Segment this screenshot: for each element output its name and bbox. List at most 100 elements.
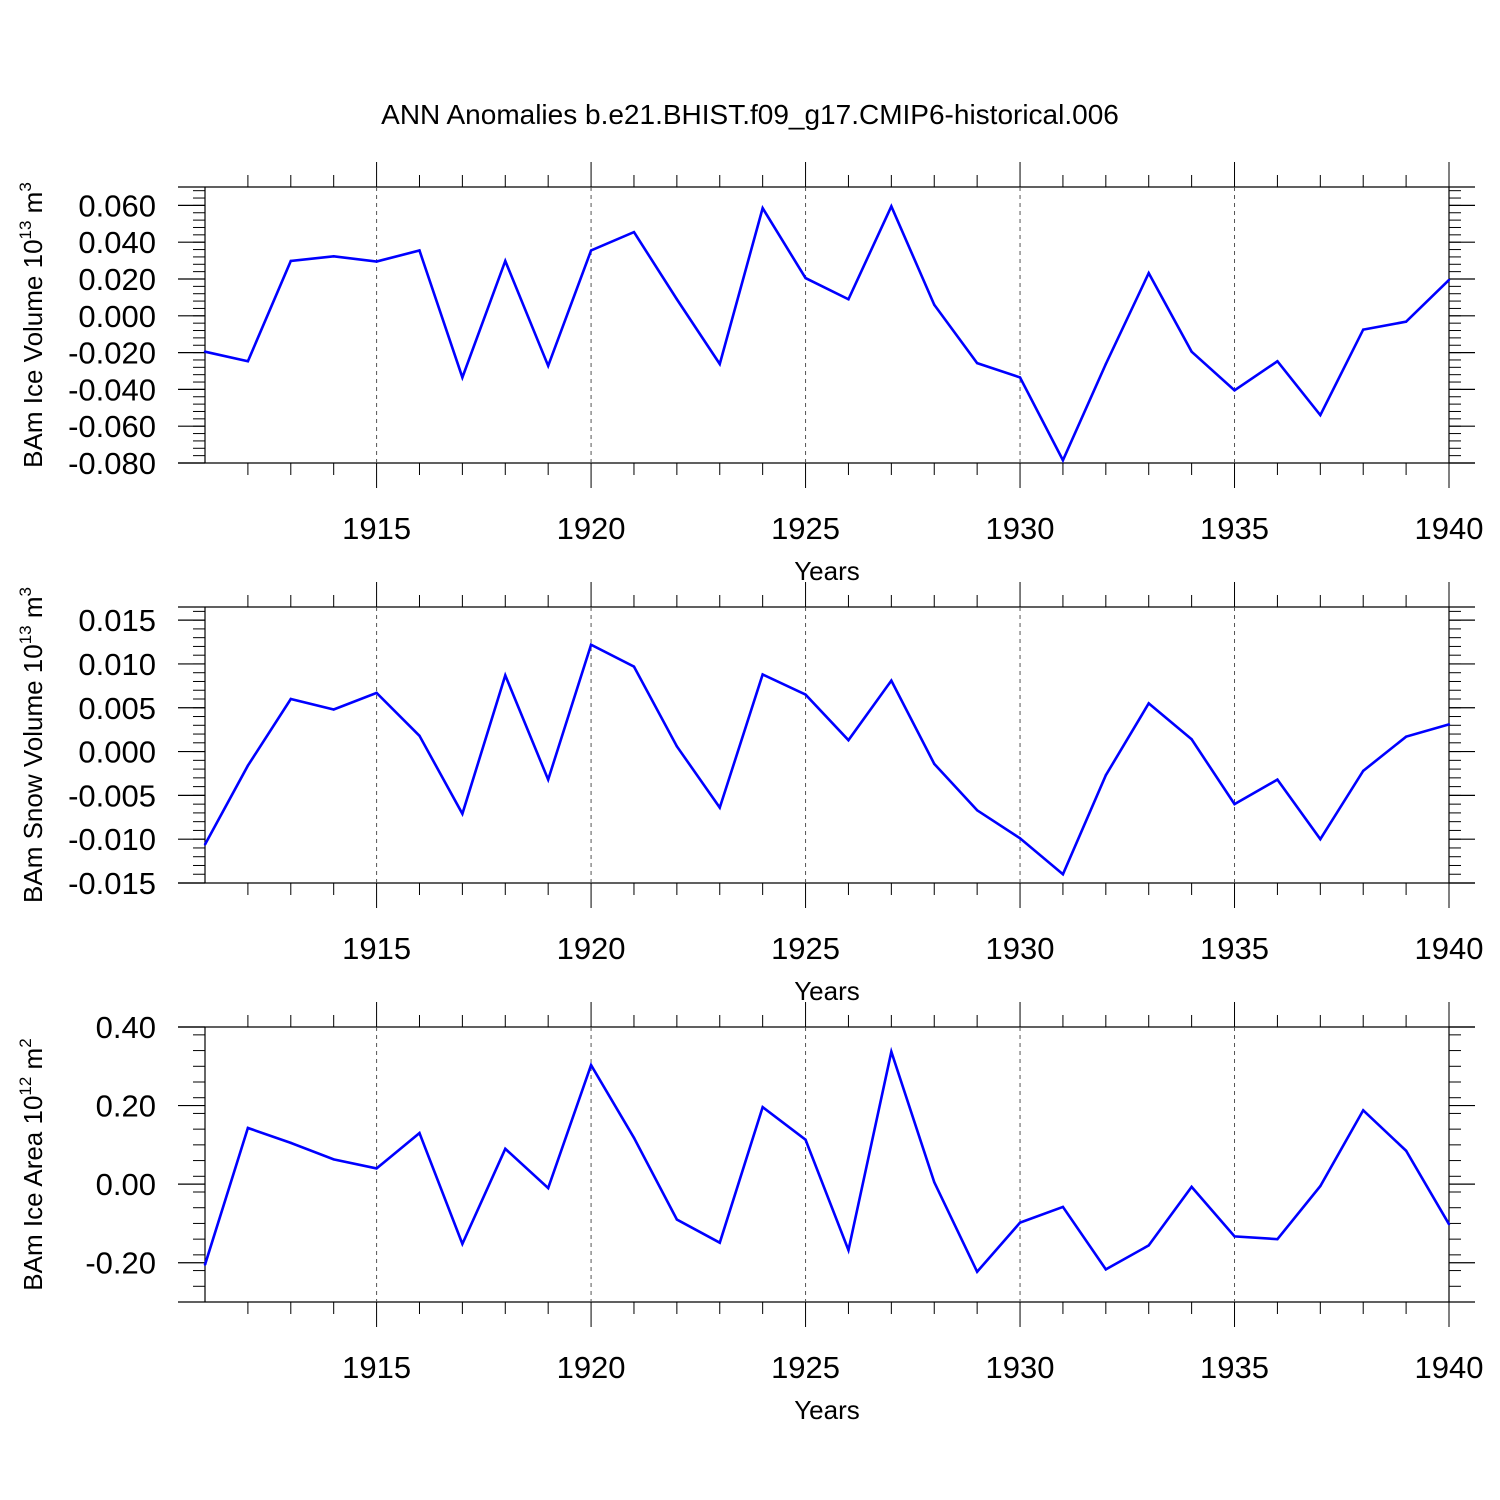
data-point xyxy=(675,1218,679,1221)
data-point xyxy=(1104,1268,1108,1271)
data-point xyxy=(761,673,764,676)
x-tick-label: 1915 xyxy=(342,1350,411,1385)
data-point xyxy=(332,255,335,258)
data-point xyxy=(933,1180,936,1184)
data-point xyxy=(1190,738,1193,741)
data-point xyxy=(975,1270,979,1273)
y-tick-label: -0.060 xyxy=(68,409,156,444)
data-point xyxy=(589,1063,593,1067)
data-point xyxy=(1362,328,1365,331)
data-point xyxy=(761,206,764,210)
data-point xyxy=(804,276,807,280)
series-line xyxy=(204,203,1450,464)
data-point xyxy=(1233,1235,1236,1238)
data-point xyxy=(1447,278,1451,282)
data-point xyxy=(675,298,679,301)
y-tick-label: -0.005 xyxy=(68,778,156,813)
data-point xyxy=(289,1141,292,1145)
series-line xyxy=(203,1046,1451,1275)
y-tick-label: 0.000 xyxy=(78,735,156,770)
data-point xyxy=(546,778,550,781)
data-point xyxy=(1233,802,1236,806)
data-point xyxy=(332,708,335,711)
data-point xyxy=(203,350,207,353)
data-point xyxy=(246,764,250,767)
data-point xyxy=(246,1126,250,1130)
data-point xyxy=(418,249,421,252)
data-point xyxy=(933,762,936,766)
data-point xyxy=(933,303,936,306)
data-point xyxy=(375,260,378,263)
data-point xyxy=(246,360,250,363)
x-tick-label: 1915 xyxy=(342,511,411,546)
data-point xyxy=(1276,778,1279,781)
y-tick-label: 0.000 xyxy=(78,299,156,334)
x-axis-label: Years xyxy=(794,1395,860,1425)
data-point xyxy=(1061,873,1065,876)
data-point xyxy=(1404,320,1408,323)
data-point xyxy=(847,1248,850,1252)
x-tick-label: 1920 xyxy=(557,931,626,966)
x-tick-label: 1925 xyxy=(771,1350,840,1385)
data-point xyxy=(504,1147,507,1150)
data-point xyxy=(1190,350,1193,353)
data-point xyxy=(1104,774,1108,777)
data-point xyxy=(1190,1185,1193,1189)
y-tick-label: -0.015 xyxy=(68,866,156,901)
data-point xyxy=(1404,1149,1408,1152)
data-point xyxy=(1147,271,1150,275)
data-point xyxy=(546,364,550,368)
data-point xyxy=(847,298,850,301)
data-point xyxy=(375,691,378,695)
data-point xyxy=(1018,1221,1022,1224)
x-tick-label: 1930 xyxy=(986,1350,1055,1385)
data-point xyxy=(1319,413,1322,417)
data-point xyxy=(1319,837,1322,841)
data-point xyxy=(1061,459,1065,462)
data-point xyxy=(890,679,893,682)
data-point xyxy=(203,1263,207,1266)
chart-title: ANN Anomalies b.e21.BHIST.f09_g17.CMIP6-… xyxy=(381,99,1119,130)
data-point xyxy=(203,843,207,846)
data-point xyxy=(975,809,979,812)
x-tick-label: 1940 xyxy=(1415,1350,1484,1385)
panel-2: 0.015 0.010 0.005 0.000 -0.005 -0.010 -0.015 19… xyxy=(16,582,1483,1006)
y-axis-label: BAm Ice Volume 1013 m3 xyxy=(16,182,48,468)
x-axis-label: Years xyxy=(794,976,860,1006)
data-point xyxy=(589,643,593,646)
y-tick-label: 0.015 xyxy=(78,603,156,638)
y-tick-label: 0.005 xyxy=(78,691,156,726)
data-point xyxy=(632,665,636,668)
panel-1: 0.0600.0400.0200.000-0.020-0.040-0.060-0… xyxy=(16,162,1483,586)
x-tick-label: 1930 xyxy=(986,931,1055,966)
data-point xyxy=(718,362,721,366)
data-point xyxy=(1233,389,1236,392)
x-tick-label: 1935 xyxy=(1200,1350,1269,1385)
data-point xyxy=(332,1158,335,1161)
y-tick-label: 0.060 xyxy=(78,188,156,223)
y-tick-label: -0.040 xyxy=(68,372,156,407)
y-tick-label: 0.20 xyxy=(96,1089,156,1124)
data-point xyxy=(1276,1237,1279,1241)
y-tick-label: -0.080 xyxy=(68,446,156,481)
y-tick-label: 0.040 xyxy=(78,225,156,260)
y-tick-label: 0.020 xyxy=(78,262,156,297)
x-tick-label: 1940 xyxy=(1415,931,1484,966)
y-tick-label: 0.010 xyxy=(78,647,156,682)
y-axis-label: BAm Snow Volume 1013 m3 xyxy=(16,587,48,903)
data-point xyxy=(675,745,679,748)
data-point xyxy=(632,1136,636,1139)
data-point xyxy=(1362,769,1365,773)
data-point xyxy=(975,361,979,365)
data-point xyxy=(804,693,807,696)
x-tick-label: 1930 xyxy=(986,511,1055,546)
data-point xyxy=(1061,1205,1065,1209)
data-point xyxy=(718,806,721,809)
data-point xyxy=(1404,735,1408,738)
data-point xyxy=(546,1186,550,1190)
data-point xyxy=(1319,1184,1322,1188)
data-point xyxy=(418,1131,421,1135)
data-point xyxy=(461,376,464,379)
data-point xyxy=(1147,702,1150,705)
